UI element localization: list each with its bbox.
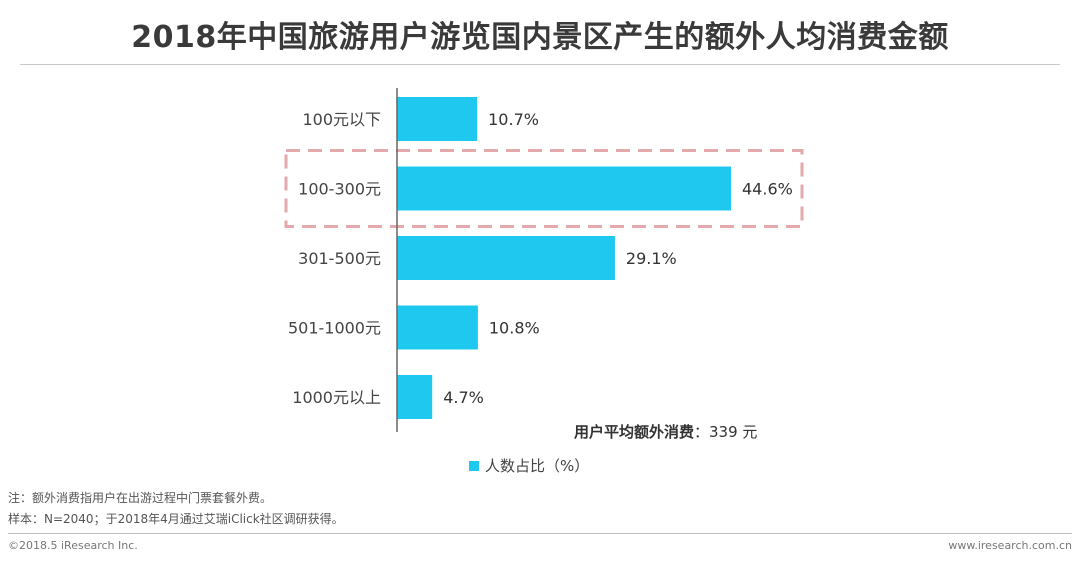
bar-3	[397, 236, 615, 280]
footer-divider	[8, 533, 1072, 534]
value-label-3: 29.1%	[626, 249, 677, 268]
highlight-box	[284, 149, 804, 228]
category-label-2: 100-300元	[298, 180, 381, 199]
sample-text: 样本：N=2040；于2018年4月通过艾瑞iClick社区调研获得。	[8, 512, 344, 526]
legend-label: 人数占比（%）	[485, 457, 590, 475]
value-label-1: 10.7%	[488, 110, 539, 129]
value-label-5: 4.7%	[443, 388, 484, 407]
bar-5	[397, 375, 433, 419]
category-label-1: 100元以下	[302, 110, 381, 129]
bar-2	[397, 166, 731, 211]
category-label-3: 301-500元	[298, 249, 381, 268]
category-label-5: 1000元以上	[292, 388, 381, 407]
legend-swatch	[469, 460, 479, 471]
bar-4	[397, 305, 478, 350]
bar-1	[397, 97, 478, 141]
category-label-4: 501-1000元	[288, 319, 381, 338]
footer-copyright: ©2018.5 iResearch Inc.	[8, 539, 138, 552]
chart-legend: 人数占比（%）	[469, 455, 589, 476]
average-annotation-value: ：339 元	[694, 423, 758, 441]
value-label-4: 10.8%	[489, 319, 540, 338]
note-text: 注：额外消费指用户在出游过程中门票套餐外费。	[8, 491, 273, 505]
average-annotation: 用户平均额外消费：339 元	[574, 421, 757, 442]
title-divider	[20, 64, 1060, 65]
chart-title: 2018年中国旅游用户游览国内景区产生的额外人均消费金额	[131, 20, 949, 55]
footer-website: www.iresearch.com.cn	[948, 539, 1072, 552]
chart-notes: 注：额外消费指用户在出游过程中门票套餐外费。 样本：N=2040；于2018年4…	[8, 488, 344, 530]
average-annotation-label: 用户平均额外消费	[574, 423, 695, 441]
value-label-2: 44.6%	[742, 180, 793, 199]
